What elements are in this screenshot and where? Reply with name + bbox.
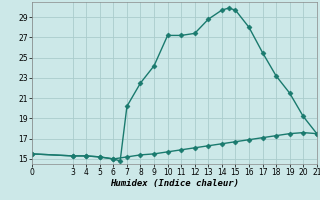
- X-axis label: Humidex (Indice chaleur): Humidex (Indice chaleur): [110, 179, 239, 188]
